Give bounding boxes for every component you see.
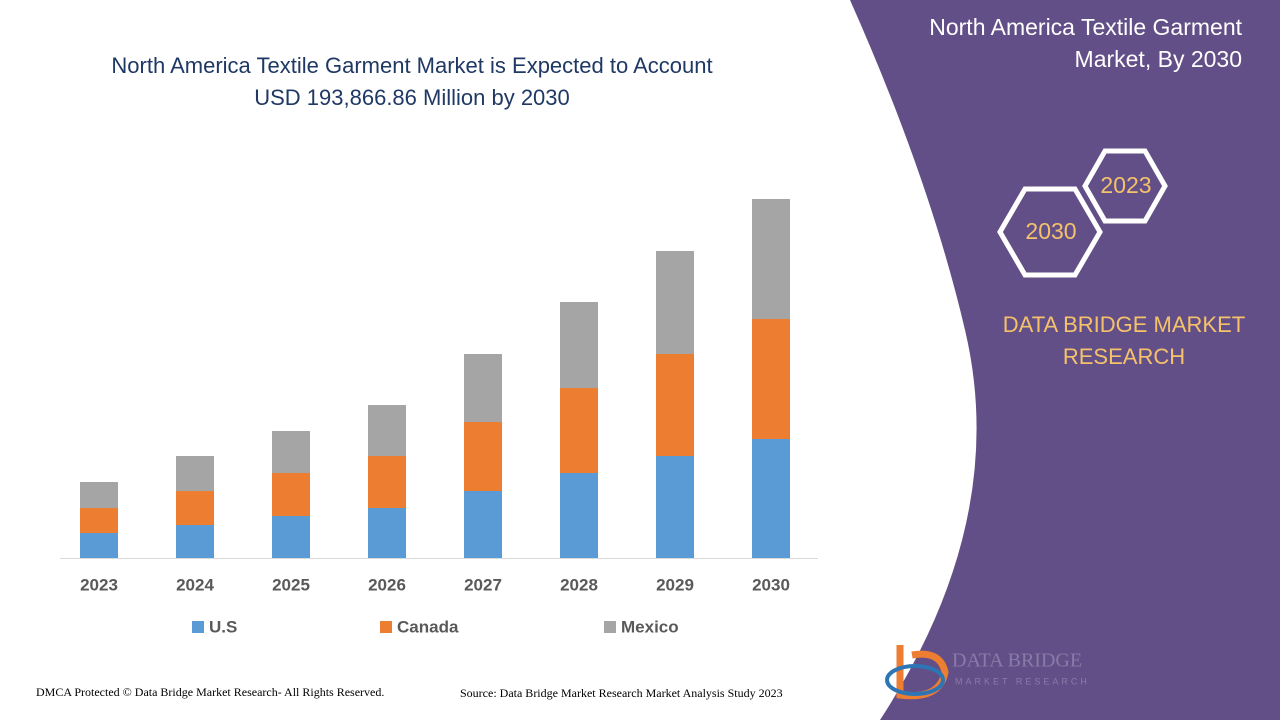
hexagon — [997, 186, 1103, 278]
bar-segment — [80, 533, 118, 558]
legend-swatch — [604, 621, 616, 633]
panel-title: North America Textile Garment — [929, 14, 1242, 40]
x-tick-label: 2027 — [464, 575, 502, 594]
side-panel — [850, 0, 1280, 720]
brand: RESEARCH — [1063, 344, 1185, 369]
bar-segment — [80, 508, 118, 533]
bar-segment — [272, 516, 310, 558]
bar-segment — [656, 251, 694, 354]
bar-segment — [176, 525, 214, 558]
panel-title: Market, By 2030 — [1075, 46, 1242, 72]
legend-swatch — [192, 621, 204, 633]
copyright: DMCA Protected © Data Bridge Market Rese… — [36, 685, 384, 699]
bar-segment — [464, 354, 502, 422]
bar-segment — [368, 508, 406, 558]
bar-segment — [176, 456, 214, 491]
legend-label: Mexico — [621, 617, 679, 636]
x-tick-label: 2025 — [272, 575, 310, 594]
bar-segment — [656, 354, 694, 456]
x-tick-label: 2023 — [80, 575, 118, 594]
bar-segment — [560, 302, 598, 388]
brand: DATA BRIDGE MARKET — [1003, 312, 1245, 337]
hex-label: 2023 — [1100, 172, 1151, 198]
chart-title: USD 193,866.86 Million by 2030 — [254, 85, 570, 110]
legend-label: Canada — [397, 617, 459, 636]
bar-segment — [752, 199, 790, 319]
logo-name: DATA BRIDGE — [952, 650, 1082, 672]
bar-segment — [272, 431, 310, 473]
legend-label: U.S — [209, 617, 237, 636]
bar-segment — [752, 319, 790, 439]
x-tick-label: 2026 — [368, 575, 406, 594]
x-tick-label: 2029 — [656, 575, 694, 594]
logo-mark — [885, 664, 945, 696]
hexagon — [1082, 148, 1168, 224]
bar-segment — [560, 473, 598, 558]
logo: DATA BRIDGE MARKET RESEARCH — [885, 645, 1090, 700]
bar-segment — [464, 491, 502, 558]
bar-segment — [272, 473, 310, 516]
hex-label: 2030 — [1025, 218, 1076, 244]
bar-segment — [464, 422, 502, 491]
chart: 2023 2024 2025 2026 2027 2028 2029 2030 U.S Canad… — [80, 199, 790, 636]
bar-segment — [752, 439, 790, 558]
x-tick-label: 2024 — [176, 575, 214, 594]
x-tick-label: 2028 — [560, 575, 598, 594]
x-tick-label: 2030 — [752, 575, 790, 594]
bar-segment — [368, 456, 406, 508]
bar-segment — [656, 456, 694, 558]
source: Source: Data Bridge Market Research Mark… — [460, 686, 783, 700]
chart-title: North America Textile Garment Market is … — [111, 53, 712, 78]
bar-segment — [560, 388, 598, 473]
bar-segment — [176, 491, 214, 525]
bar-segment — [80, 482, 118, 508]
bar-segment — [368, 405, 406, 456]
legend-swatch — [380, 621, 392, 633]
logo-tagline: MARKET RESEARCH — [955, 676, 1090, 686]
